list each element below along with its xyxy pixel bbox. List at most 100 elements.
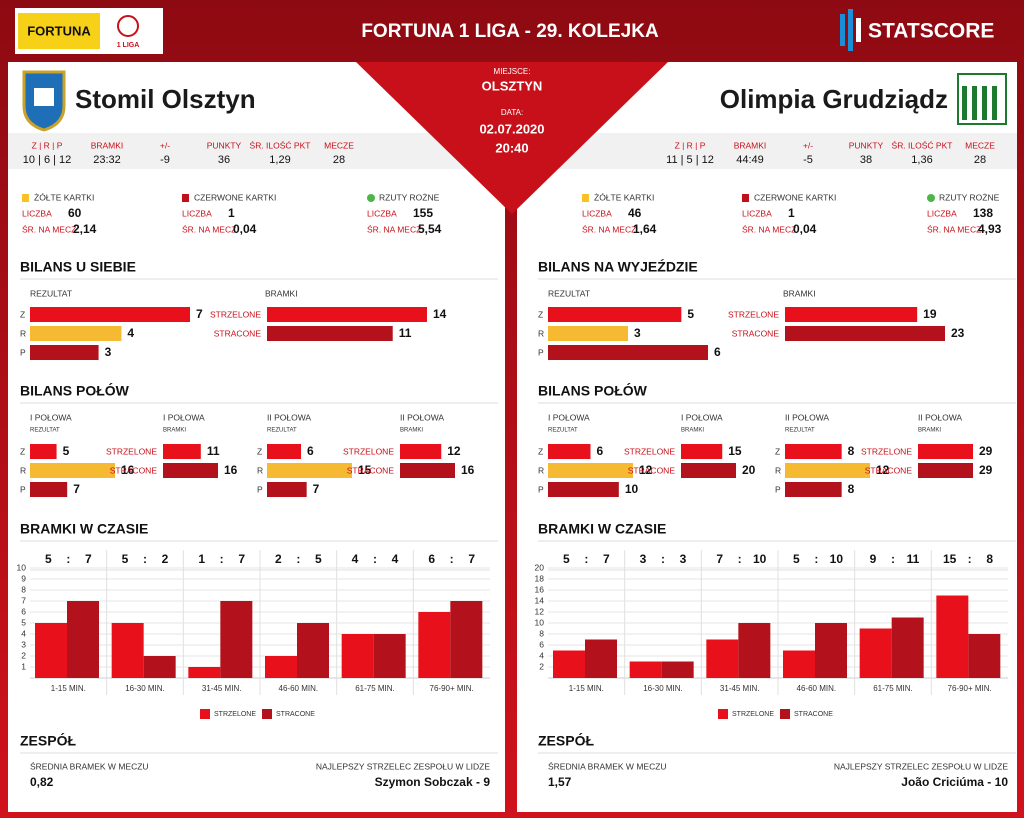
stat-label: MECZE xyxy=(324,140,354,150)
half-value: 15 xyxy=(728,444,742,458)
bar xyxy=(418,612,451,678)
half-value: 16 xyxy=(121,463,135,477)
half-title: I POŁOWA xyxy=(163,412,205,422)
stat-label: +/- xyxy=(160,140,170,150)
stat-value: -5 xyxy=(803,154,813,166)
per-match-label: ŚR. NA MECZ xyxy=(742,223,796,234)
half-value: 16 xyxy=(461,463,475,477)
left-panel xyxy=(8,62,505,812)
goals-label: BRAMKI xyxy=(265,288,298,298)
team-name: Stomil Olsztyn xyxy=(75,84,256,114)
goals-row-label: STRZELONE xyxy=(728,309,779,319)
crest-stripe xyxy=(992,86,997,120)
score-left: 2 xyxy=(275,552,282,566)
time: 20:40 xyxy=(495,140,528,155)
score-right: 10 xyxy=(830,552,844,566)
crest-stripe xyxy=(982,86,987,120)
score-left: 5 xyxy=(793,552,800,566)
bar xyxy=(585,639,617,678)
half-bar xyxy=(267,482,307,497)
zrp-letter: P xyxy=(20,484,26,494)
x-tick-label: 16-30 MIN. xyxy=(643,684,683,693)
bar xyxy=(450,601,483,678)
stat-label: Z | R | P xyxy=(32,140,63,150)
half-bar xyxy=(30,482,68,497)
goals-row-label: STRACONE xyxy=(732,328,780,338)
y-tick-label: 16 xyxy=(535,584,545,594)
bar xyxy=(341,634,374,678)
goals-value: 19 xyxy=(923,307,937,321)
center-triangle xyxy=(356,62,668,214)
x-tick-label: 31-45 MIN. xyxy=(202,684,242,693)
legend-swatch xyxy=(200,709,210,719)
half-value: 20 xyxy=(742,463,756,477)
half-bar xyxy=(163,463,218,478)
x-tick-label: 61-75 MIN. xyxy=(873,684,913,693)
section-title: BRAMKI W CZASIE xyxy=(538,521,666,537)
legend-label: STRZELONE xyxy=(732,711,774,718)
score-separator: : xyxy=(738,552,742,566)
card-icon xyxy=(182,194,189,202)
half-title: I POŁOWA xyxy=(30,412,72,422)
card-label: CZERWONE KARTKI xyxy=(194,192,276,202)
x-tick-label: 46-60 MIN. xyxy=(279,684,319,693)
legend-swatch xyxy=(718,709,728,719)
stat-label: BRAMKI xyxy=(734,140,767,150)
half-sub: BRAMKI xyxy=(681,428,704,434)
half-value: 15 xyxy=(358,463,372,477)
away-logo xyxy=(957,73,1007,125)
x-tick-label: 46-60 MIN. xyxy=(797,684,837,693)
sponsor-logo xyxy=(18,13,100,49)
section-title: BILANS U SIEBIE xyxy=(20,259,136,275)
result-bar xyxy=(548,345,708,360)
y-tick-label: 10 xyxy=(17,562,27,572)
section-title: BILANS POŁÓW xyxy=(538,382,648,399)
half-bar xyxy=(267,444,301,459)
zrp-letter: P xyxy=(20,347,26,357)
score-separator: : xyxy=(220,552,224,566)
y-tick-label: 6 xyxy=(21,606,26,616)
half-sub: BRAMKI xyxy=(400,428,423,434)
bar xyxy=(553,650,585,678)
half-bar xyxy=(400,463,455,478)
half-sub: BRAMKI xyxy=(163,428,186,434)
card-per-match: 5,54 xyxy=(418,222,442,236)
half-sub: REZULTAT xyxy=(785,428,815,434)
score-left: 7 xyxy=(716,552,723,566)
count-label: LICZBA xyxy=(927,208,957,218)
stat-value: 36 xyxy=(218,154,230,166)
bar xyxy=(220,601,253,678)
stat-label: ŚR. ILOŚĆ PKT xyxy=(250,139,311,150)
half-bar xyxy=(681,444,723,459)
bar xyxy=(373,634,406,678)
zrp-letter: R xyxy=(20,465,26,475)
y-tick-label: 8 xyxy=(21,584,26,594)
zrp-letter: P xyxy=(775,484,781,494)
card-label: CZERWONE KARTKI xyxy=(754,192,836,202)
count-label: LICZBA xyxy=(742,208,772,218)
y-tick-label: 4 xyxy=(539,650,544,660)
score-right: 7 xyxy=(85,552,92,566)
half-value: 12 xyxy=(639,463,653,477)
zrp-letter: R xyxy=(257,465,263,475)
crest-stripe xyxy=(972,86,977,120)
score-right: 5 xyxy=(315,552,322,566)
score-right: 8 xyxy=(986,552,993,566)
y-tick-label: 1 xyxy=(21,661,26,671)
stat-label: PUNKTY xyxy=(849,140,884,150)
card-per-match: 0,04 xyxy=(793,222,817,236)
goals-bar xyxy=(785,307,918,322)
crest-detail xyxy=(34,88,54,106)
legend-label: STRACONE xyxy=(276,711,315,718)
stat-value: 38 xyxy=(860,154,872,166)
half-value: 12 xyxy=(876,463,890,477)
half-sub: BRAMKI xyxy=(918,428,941,434)
y-tick-label: 7 xyxy=(21,595,26,605)
avg-goals: 1,57 xyxy=(548,775,572,789)
stat-value: 23:32 xyxy=(93,154,121,166)
stat-label: MECZE xyxy=(965,140,995,150)
crest-stripe xyxy=(962,86,967,120)
half-title: II POŁOWA xyxy=(918,412,962,422)
card-per-match: 1,64 xyxy=(633,222,657,236)
stat-label: PUNKTY xyxy=(207,140,242,150)
